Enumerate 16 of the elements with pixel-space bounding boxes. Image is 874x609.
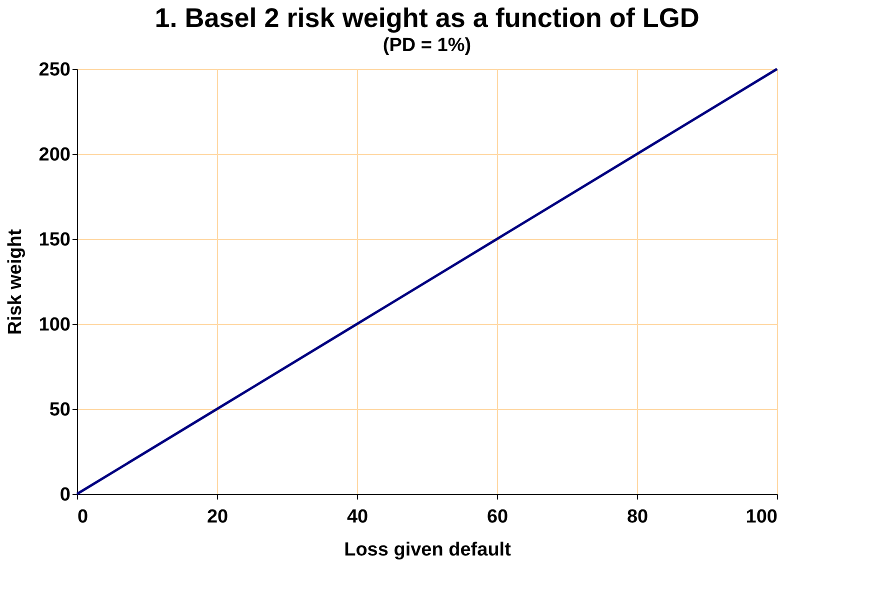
chart-subtitle: (PD = 1%) <box>382 35 472 56</box>
y-tick-label: 100 <box>38 314 70 336</box>
y-tick-label: 250 <box>38 60 70 80</box>
y-tick-label: 200 <box>38 144 70 166</box>
x-tick-label: 80 <box>626 506 648 528</box>
y-tick-label: 50 <box>49 400 70 420</box>
y-tick-label: 150 <box>38 230 70 250</box>
x-axis-title: Loss given default <box>344 540 512 560</box>
x-tick-label: 0 <box>78 506 88 528</box>
x-tick-label: 20 <box>206 506 228 528</box>
x-tick-label: 100 <box>746 506 778 528</box>
y-axis-title: Risk weight <box>4 228 26 335</box>
x-tick-label: 60 <box>486 506 508 528</box>
x-tick-label: 40 <box>346 506 368 528</box>
y-tick-label: 0 <box>60 484 70 506</box>
chart-title: 1. Basel 2 risk weight as a function of LGD <box>154 3 700 33</box>
